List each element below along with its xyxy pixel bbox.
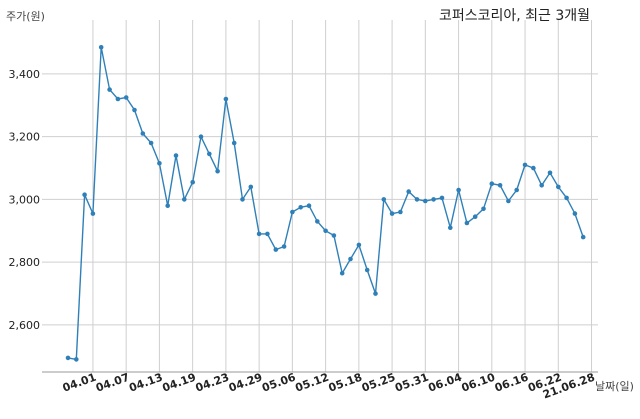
x-tick-label: 05.31: [393, 371, 430, 395]
y-tick-label: 3,400: [9, 68, 41, 81]
data-point: [481, 206, 486, 212]
x-tick-label: 06.04: [426, 370, 463, 394]
data-point: [281, 244, 287, 249]
data-point: [82, 192, 87, 197]
data-point: [256, 231, 262, 237]
data-point: [290, 209, 295, 215]
data-point: [414, 197, 420, 202]
y-tick-labels: 2,600 2,800 3,000 3,200 3,400: [9, 68, 41, 332]
data-point: [464, 220, 470, 226]
data-point: [547, 170, 553, 176]
data-point: [556, 184, 561, 190]
data-point: [98, 45, 104, 50]
data-point: [90, 211, 96, 216]
data-point: [539, 183, 544, 188]
data-point: [231, 140, 237, 146]
y-axis-label: 주가(원): [6, 10, 45, 23]
data-point: [173, 153, 179, 158]
data-point: [215, 168, 220, 174]
data-point: [356, 242, 362, 248]
data-point: [157, 161, 162, 166]
x-tick-labels: 04.0104.0704.1304.1904.2304.2905.0605.12…: [61, 370, 597, 401]
data-point: [456, 187, 461, 193]
data-point: [506, 198, 511, 204]
data-point: [572, 211, 578, 216]
data-point: [398, 209, 403, 215]
x-tick-label: 04.07: [94, 371, 131, 395]
data-point: [198, 134, 204, 139]
data-point: [298, 205, 304, 210]
data-point: [497, 183, 503, 188]
data-point: [132, 107, 137, 113]
data-point: [406, 189, 412, 194]
data-point: [381, 197, 387, 202]
y-tick-label: 3,000: [9, 193, 41, 206]
x-tick-label: 06.10: [460, 370, 497, 394]
data-point: [348, 256, 353, 262]
grid-lines: [42, 20, 598, 372]
data-point: [265, 231, 270, 237]
data-point: [389, 211, 395, 216]
data-point: [489, 181, 495, 186]
data-point: [148, 140, 154, 146]
data-point: [580, 234, 586, 240]
price-series-points: [65, 45, 586, 362]
x-tick-label: 05.25: [360, 371, 397, 395]
chart-title: 코퍼스코리아, 최근 3개월: [439, 8, 590, 24]
y-tick-label: 2,800: [9, 256, 41, 269]
data-point: [514, 187, 519, 193]
data-point: [107, 87, 112, 92]
data-point: [531, 165, 536, 171]
data-point: [323, 228, 328, 234]
data-point: [339, 270, 345, 276]
data-point: [65, 355, 71, 361]
data-point: [431, 197, 436, 202]
data-point: [190, 179, 195, 185]
data-point: [74, 357, 79, 362]
x-axis-label: 날짜(일): [595, 379, 634, 393]
y-tick-label: 3,200: [9, 131, 41, 144]
data-point: [315, 219, 320, 224]
data-point: [364, 267, 370, 273]
data-point: [207, 151, 212, 157]
x-tick-label: 04.01: [61, 371, 98, 395]
data-point: [373, 291, 378, 296]
data-point: [115, 96, 121, 102]
x-tick-label: 04.19: [161, 371, 198, 395]
data-point: [182, 197, 187, 202]
data-point: [123, 95, 129, 100]
data-point: [240, 197, 245, 202]
data-point: [423, 198, 428, 204]
x-tick-label: 06.16: [493, 370, 530, 394]
x-tick-label: 04.23: [194, 371, 231, 395]
data-point: [522, 162, 528, 168]
y-tick-label: 2,600: [9, 319, 41, 332]
data-point: [165, 203, 170, 208]
x-tick-label: 04.13: [127, 371, 164, 395]
data-point: [306, 203, 312, 208]
data-point: [273, 247, 279, 252]
data-point: [448, 225, 453, 230]
data-point: [439, 195, 445, 201]
data-point: [472, 214, 478, 219]
data-point: [248, 184, 254, 190]
x-tick-label: 05.18: [327, 371, 364, 395]
data-point: [140, 131, 146, 136]
data-point: [331, 233, 337, 238]
x-tick-label: 05.06: [260, 370, 297, 394]
data-point: [564, 195, 569, 201]
x-tick-label: 04.29: [227, 371, 264, 395]
data-point: [223, 96, 229, 102]
x-tick-label: 05.12: [293, 371, 330, 395]
